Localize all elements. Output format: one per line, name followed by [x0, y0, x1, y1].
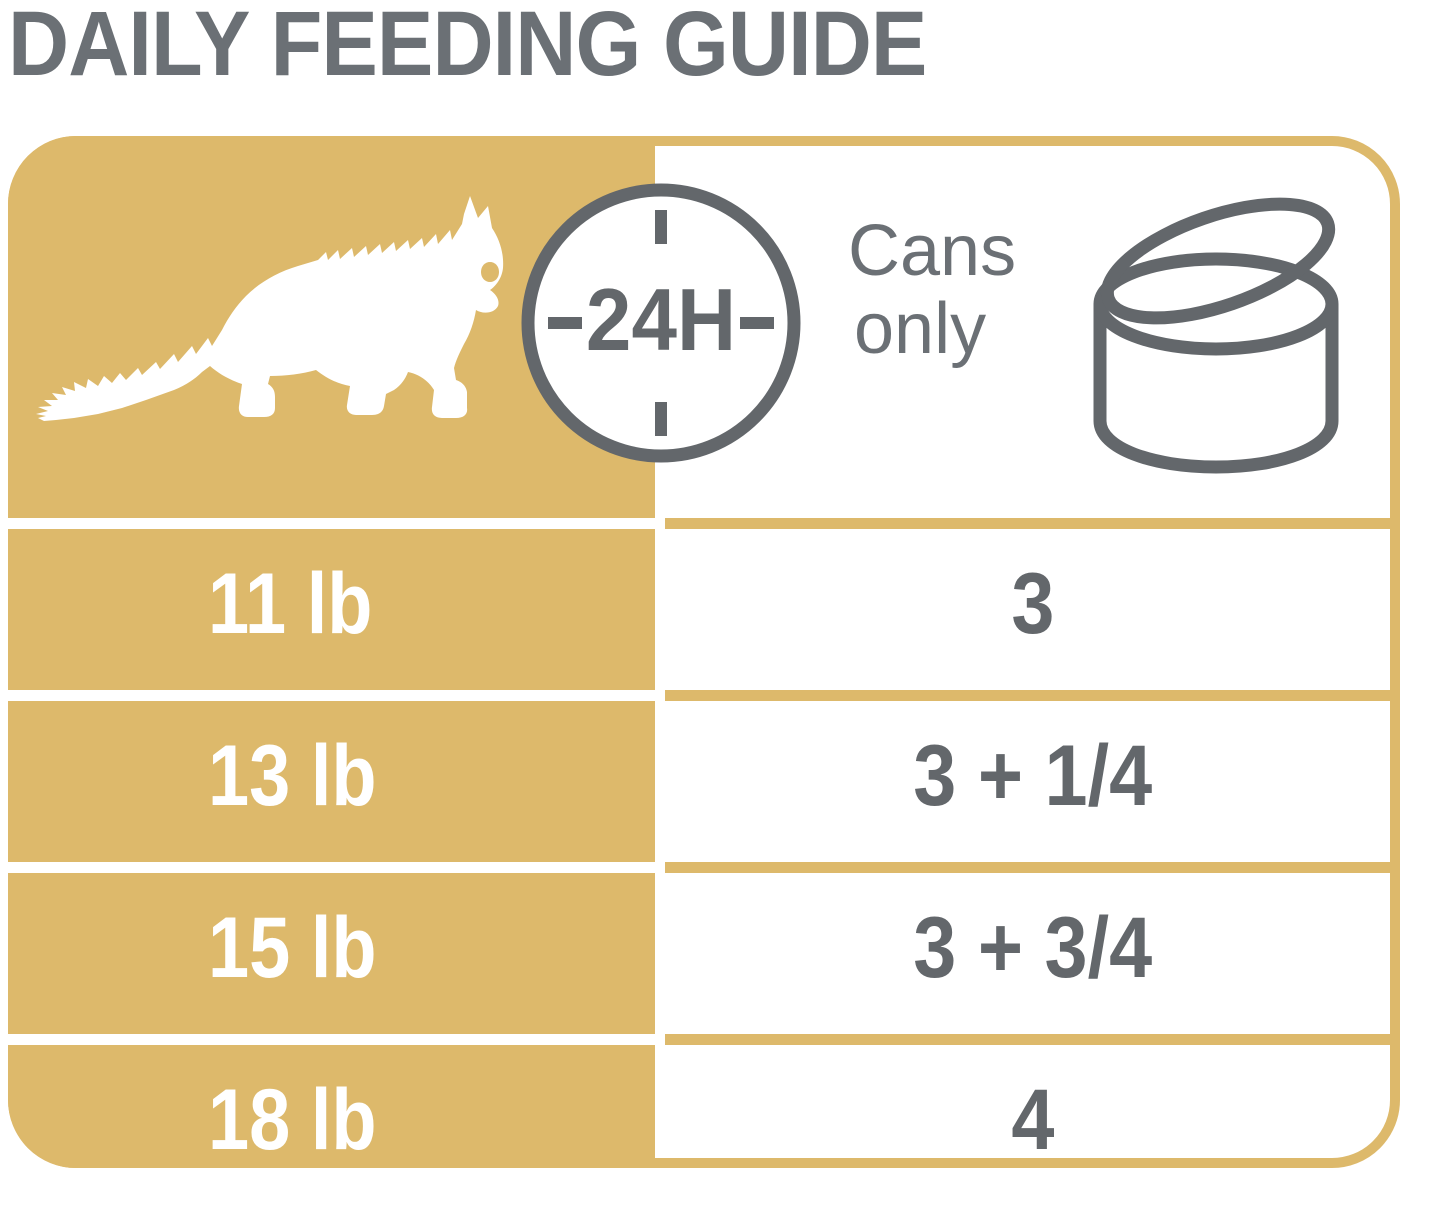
cell-weight: 13 lb [8, 690, 655, 862]
guide-header-row: 24H Cans only [8, 136, 1400, 518]
cell-weight: 18 lb [8, 1034, 655, 1206]
row-separator-right [665, 690, 1400, 701]
cat-silhouette-icon [36, 196, 504, 421]
cell-amount: 4 [665, 1034, 1400, 1206]
food-form-label: Cans only [848, 212, 1063, 368]
weight-value: 15 lb [208, 900, 377, 996]
clock-period-label: 24H [586, 271, 736, 369]
row-separator-left [8, 862, 655, 873]
amount-value: 3 + 3/4 [913, 900, 1152, 996]
food-form-line-1: Cans [848, 211, 1017, 291]
row-separator-right [665, 518, 1400, 529]
row-separator-right [665, 862, 1400, 873]
weight-value: 13 lb [208, 728, 377, 824]
row-separator-left [8, 690, 655, 701]
cell-amount: 3 + 1/4 [665, 690, 1400, 862]
amount-value: 3 + 1/4 [913, 728, 1152, 824]
cell-amount: 3 [665, 518, 1400, 690]
amount-value: 4 [1010, 1072, 1055, 1168]
table-row: 15 lb 3 + 3/4 [8, 862, 1400, 1034]
cell-weight: 15 lb [8, 862, 655, 1034]
food-form-line-2: only [854, 289, 987, 369]
page-title: DAILY FEEDING GUIDE [8, 0, 927, 95]
table-row: 13 lb 3 + 1/4 [8, 690, 1400, 862]
row-separator-left [8, 1034, 655, 1045]
row-separator-left [8, 518, 655, 529]
weight-value: 18 lb [208, 1072, 377, 1168]
feeding-table-rows: 11 lb 3 13 lb 3 + 1/4 15 lb 3 + 3/4 18 l… [8, 518, 1400, 1168]
cell-amount: 3 + 3/4 [665, 862, 1400, 1034]
amount-value: 3 [1010, 556, 1055, 652]
cell-weight: 11 lb [8, 518, 655, 690]
weight-value: 11 lb [208, 556, 373, 652]
row-separator-right [665, 1034, 1400, 1045]
table-row: 11 lb 3 [8, 518, 1400, 690]
daily-feeding-guide-panel: 24H Cans only 11 lb 3 [8, 136, 1400, 1168]
clock-24h-icon: 24H [521, 183, 801, 463]
open-can-icon [1093, 197, 1339, 474]
